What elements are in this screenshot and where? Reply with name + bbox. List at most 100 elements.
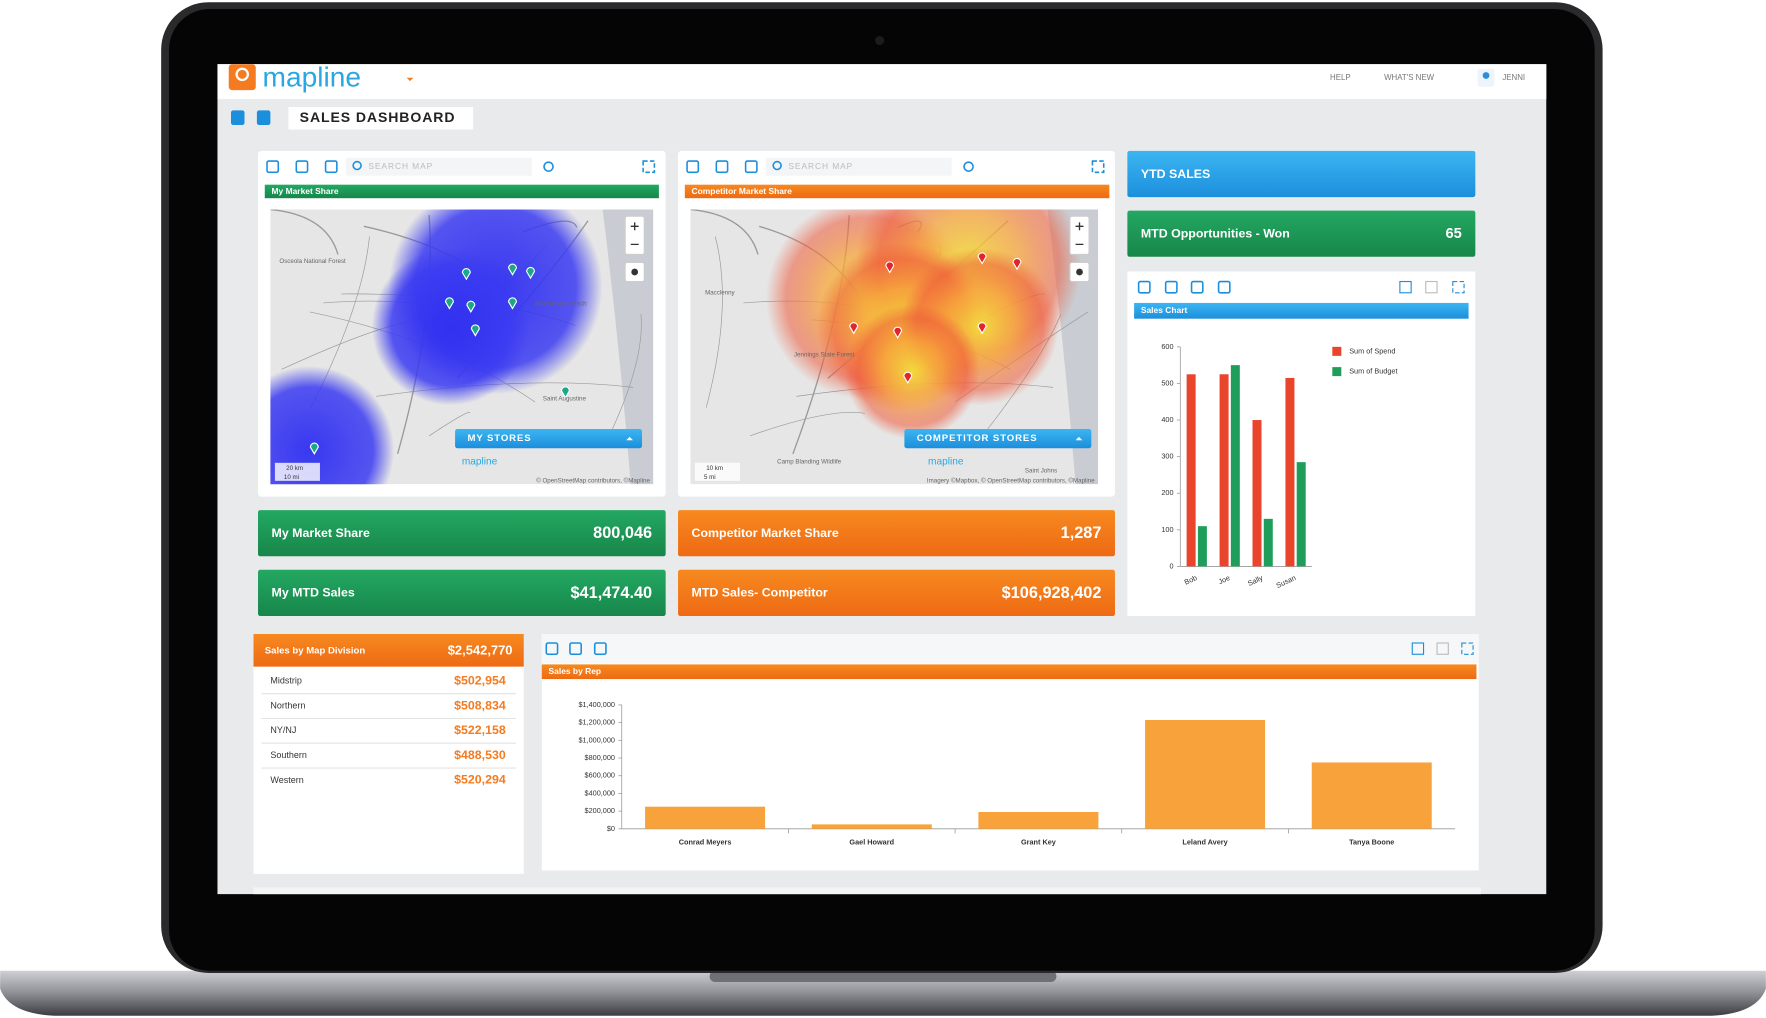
- store-marker[interactable]: [461, 268, 471, 281]
- bar[interactable]: [1296, 462, 1306, 567]
- fullscreen-button[interactable]: [1452, 280, 1465, 294]
- scale-label: 10 km: [706, 465, 723, 472]
- legend-swatch[interactable]: [1332, 346, 1342, 356]
- camera: [875, 36, 885, 46]
- tool-button[interactable]: [593, 642, 607, 656]
- logo-text[interactable]: mapline: [263, 61, 362, 92]
- legend-label[interactable]: Sum of Spend: [1349, 346, 1395, 355]
- tool-button[interactable]: [1137, 280, 1151, 294]
- x-tick-label: Gael Howard: [849, 837, 894, 846]
- bar[interactable]: [1197, 526, 1207, 567]
- kpi-label: Competitor Market Share: [692, 526, 839, 540]
- kpi-tile[interactable]: [258, 569, 666, 616]
- fullscreen-button[interactable]: [1091, 160, 1105, 174]
- zoom-button[interactable]: [1411, 642, 1425, 655]
- bar[interactable]: [811, 824, 932, 829]
- store-marker[interactable]: [444, 297, 454, 310]
- bar[interactable]: [1186, 374, 1196, 567]
- kpi-tile[interactable]: [1127, 150, 1476, 198]
- tool-button[interactable]: [545, 642, 559, 656]
- tool-button[interactable]: [744, 160, 758, 174]
- nav-whats-new[interactable]: WHAT'S NEW: [1384, 73, 1434, 82]
- zoom-button[interactable]: [1399, 280, 1412, 294]
- tool-button[interactable]: [686, 160, 700, 174]
- layer-button[interactable]: [455, 429, 643, 449]
- coverage-area: [270, 366, 395, 485]
- bar[interactable]: [1219, 374, 1229, 567]
- kpi-tile[interactable]: [678, 569, 1115, 616]
- kpi-tile[interactable]: [678, 510, 1115, 557]
- layer-button[interactable]: [904, 429, 1092, 449]
- competitor-marker[interactable]: [849, 322, 859, 335]
- fullscreen-button[interactable]: [1461, 642, 1474, 655]
- competitor-marker[interactable]: [885, 261, 895, 274]
- refresh-button[interactable]: [963, 161, 974, 172]
- store-marker[interactable]: [508, 297, 518, 310]
- zoom-in-icon[interactable]: [630, 222, 639, 231]
- tool-button[interactable]: [1190, 280, 1204, 294]
- competitor-marker[interactable]: [977, 322, 987, 335]
- zoom-button[interactable]: [1436, 642, 1449, 655]
- kpi-tile[interactable]: [1127, 210, 1476, 257]
- bar[interactable]: [645, 806, 766, 829]
- tool-button[interactable]: [266, 160, 280, 174]
- bar[interactable]: [1285, 377, 1295, 567]
- legend-swatch[interactable]: [1332, 367, 1342, 377]
- y-tick-label: 600: [1161, 342, 1173, 351]
- bar[interactable]: [978, 812, 1099, 829]
- map-search[interactable]: [345, 157, 532, 176]
- competitor-marker[interactable]: [893, 326, 903, 339]
- store-marker[interactable]: [526, 266, 536, 280]
- fullscreen-button[interactable]: [642, 160, 656, 174]
- bar[interactable]: [1145, 719, 1266, 829]
- competitor-marker[interactable]: [977, 252, 987, 265]
- store-marker[interactable]: [470, 324, 480, 337]
- bar[interactable]: [1230, 365, 1240, 567]
- division-value: $502,954: [454, 674, 506, 688]
- map-brand: mapline: [928, 456, 964, 467]
- store-marker[interactable]: [309, 442, 319, 455]
- bar[interactable]: [1252, 420, 1262, 567]
- map-title: My Market Share: [272, 186, 339, 196]
- tool-button[interactable]: [1217, 280, 1231, 294]
- bar[interactable]: [1263, 518, 1273, 567]
- table-button[interactable]: [256, 110, 271, 125]
- zoom-control[interactable]: [1069, 215, 1090, 256]
- nav-user[interactable]: JENNI: [1502, 73, 1525, 82]
- division-card: [253, 633, 524, 874]
- store-marker[interactable]: [466, 300, 476, 314]
- tool-button[interactable]: [715, 160, 729, 174]
- y-tick-label: $600,000: [585, 771, 615, 780]
- legend-label[interactable]: Sum of Budget: [1349, 367, 1397, 376]
- nav-help[interactable]: HELP: [1330, 73, 1351, 82]
- competitor-marker[interactable]: [903, 371, 913, 384]
- dashboard-title: SALES DASHBOARD: [300, 109, 456, 125]
- map-road: [270, 209, 339, 255]
- tool-button[interactable]: [1164, 280, 1178, 294]
- map-header: [264, 184, 659, 199]
- refresh-button[interactable]: [543, 161, 554, 172]
- tool-button[interactable]: [295, 160, 309, 174]
- tool-button[interactable]: [324, 160, 338, 174]
- division-value: $488,530: [454, 748, 506, 762]
- logo-caret[interactable]: [406, 77, 414, 82]
- zoom-control[interactable]: [624, 215, 645, 256]
- store-marker[interactable]: [560, 386, 570, 399]
- division-name: Northern: [270, 700, 305, 710]
- store-marker[interactable]: [508, 263, 518, 276]
- map-search[interactable]: [765, 157, 952, 176]
- bar[interactable]: [1311, 762, 1432, 829]
- tool-button[interactable]: [569, 642, 582, 656]
- division-header: [253, 633, 524, 667]
- layer-caret: [626, 436, 634, 441]
- dashboard-content: SEARCH MAP My Market Share Osceola Nationa…: [253, 150, 1481, 895]
- add-button[interactable]: [230, 110, 245, 125]
- zoom-in-icon[interactable]: [1075, 222, 1084, 231]
- layer-button-label[interactable]: MY STORES: [467, 433, 531, 444]
- kpi-tile[interactable]: [258, 510, 666, 557]
- layer-button-label[interactable]: COMPETITOR STORES: [917, 433, 1038, 444]
- competitor-marker[interactable]: [1012, 257, 1022, 271]
- zoom-button[interactable]: [1425, 280, 1438, 294]
- y-tick-label: $1,000,000: [578, 735, 615, 744]
